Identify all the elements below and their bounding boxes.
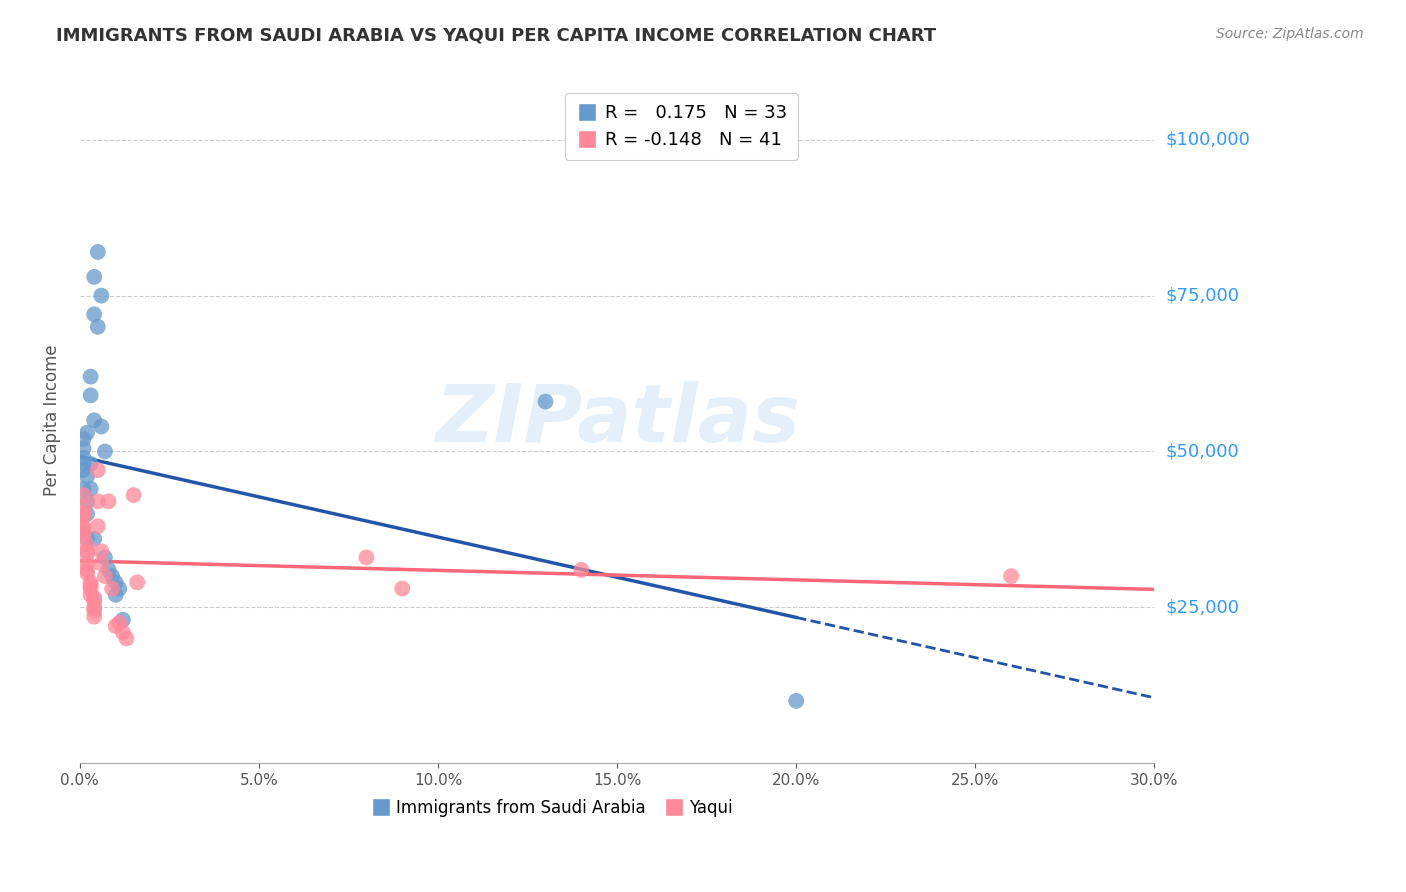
Point bbox=[90, 557, 112, 571]
Point bbox=[83, 269, 105, 284]
Point bbox=[785, 694, 807, 708]
Point bbox=[101, 569, 124, 583]
Point bbox=[101, 582, 124, 596]
Point bbox=[97, 563, 120, 577]
Point bbox=[83, 609, 105, 624]
Text: $25,000: $25,000 bbox=[1166, 599, 1240, 616]
Point bbox=[72, 488, 94, 502]
Point bbox=[87, 244, 110, 259]
Point bbox=[76, 547, 98, 561]
Point bbox=[115, 632, 138, 646]
Point bbox=[79, 575, 101, 590]
Point bbox=[83, 591, 105, 605]
Point bbox=[94, 569, 117, 583]
Point bbox=[94, 444, 117, 458]
Text: $75,000: $75,000 bbox=[1166, 286, 1240, 304]
Point bbox=[72, 519, 94, 533]
Point bbox=[83, 307, 105, 321]
Point bbox=[83, 600, 105, 615]
Point bbox=[104, 619, 127, 633]
Text: Source: ZipAtlas.com: Source: ZipAtlas.com bbox=[1216, 27, 1364, 41]
Point bbox=[356, 550, 378, 565]
Point bbox=[83, 413, 105, 427]
Point bbox=[76, 532, 98, 546]
Point bbox=[97, 494, 120, 508]
Y-axis label: Per Capita Income: Per Capita Income bbox=[44, 344, 60, 496]
Point bbox=[534, 394, 557, 409]
Point bbox=[72, 482, 94, 496]
Point bbox=[72, 528, 94, 542]
Point bbox=[76, 469, 98, 483]
Point bbox=[1000, 569, 1022, 583]
Point bbox=[104, 575, 127, 590]
Text: ZIPatlas: ZIPatlas bbox=[434, 381, 800, 459]
Point bbox=[391, 582, 413, 596]
Point bbox=[127, 575, 149, 590]
Point bbox=[79, 582, 101, 596]
Point bbox=[569, 563, 592, 577]
Point bbox=[87, 319, 110, 334]
Point bbox=[72, 509, 94, 524]
Point bbox=[122, 488, 145, 502]
Point bbox=[79, 588, 101, 602]
Point bbox=[90, 544, 112, 558]
Point bbox=[94, 550, 117, 565]
Point bbox=[72, 457, 94, 471]
Point bbox=[90, 288, 112, 302]
Point bbox=[87, 494, 110, 508]
Point bbox=[76, 566, 98, 580]
Point bbox=[108, 615, 131, 630]
Point bbox=[83, 594, 105, 608]
Text: $50,000: $50,000 bbox=[1166, 442, 1239, 460]
Point bbox=[76, 538, 98, 552]
Point bbox=[72, 463, 94, 477]
Point bbox=[72, 525, 94, 540]
Point bbox=[79, 578, 101, 592]
Point bbox=[104, 588, 127, 602]
Point bbox=[111, 625, 134, 640]
Point bbox=[87, 463, 110, 477]
Point bbox=[76, 544, 98, 558]
Point bbox=[76, 507, 98, 521]
Point bbox=[111, 613, 134, 627]
Point bbox=[83, 603, 105, 617]
Point bbox=[72, 500, 94, 515]
Point bbox=[87, 519, 110, 533]
Point bbox=[72, 450, 94, 465]
Point bbox=[72, 522, 94, 536]
Point bbox=[108, 582, 131, 596]
Text: $100,000: $100,000 bbox=[1166, 131, 1250, 149]
Point bbox=[76, 494, 98, 508]
Legend: Immigrants from Saudi Arabia, Yaqui: Immigrants from Saudi Arabia, Yaqui bbox=[366, 792, 740, 823]
Point bbox=[72, 507, 94, 521]
Point bbox=[76, 425, 98, 440]
Text: IMMIGRANTS FROM SAUDI ARABIA VS YAQUI PER CAPITA INCOME CORRELATION CHART: IMMIGRANTS FROM SAUDI ARABIA VS YAQUI PE… bbox=[56, 27, 936, 45]
Point bbox=[76, 557, 98, 571]
Point bbox=[90, 419, 112, 434]
Point bbox=[72, 442, 94, 456]
Point bbox=[79, 369, 101, 384]
Point bbox=[79, 482, 101, 496]
Point bbox=[76, 563, 98, 577]
Point bbox=[79, 457, 101, 471]
Point bbox=[83, 532, 105, 546]
Point bbox=[79, 388, 101, 402]
Point bbox=[72, 432, 94, 446]
